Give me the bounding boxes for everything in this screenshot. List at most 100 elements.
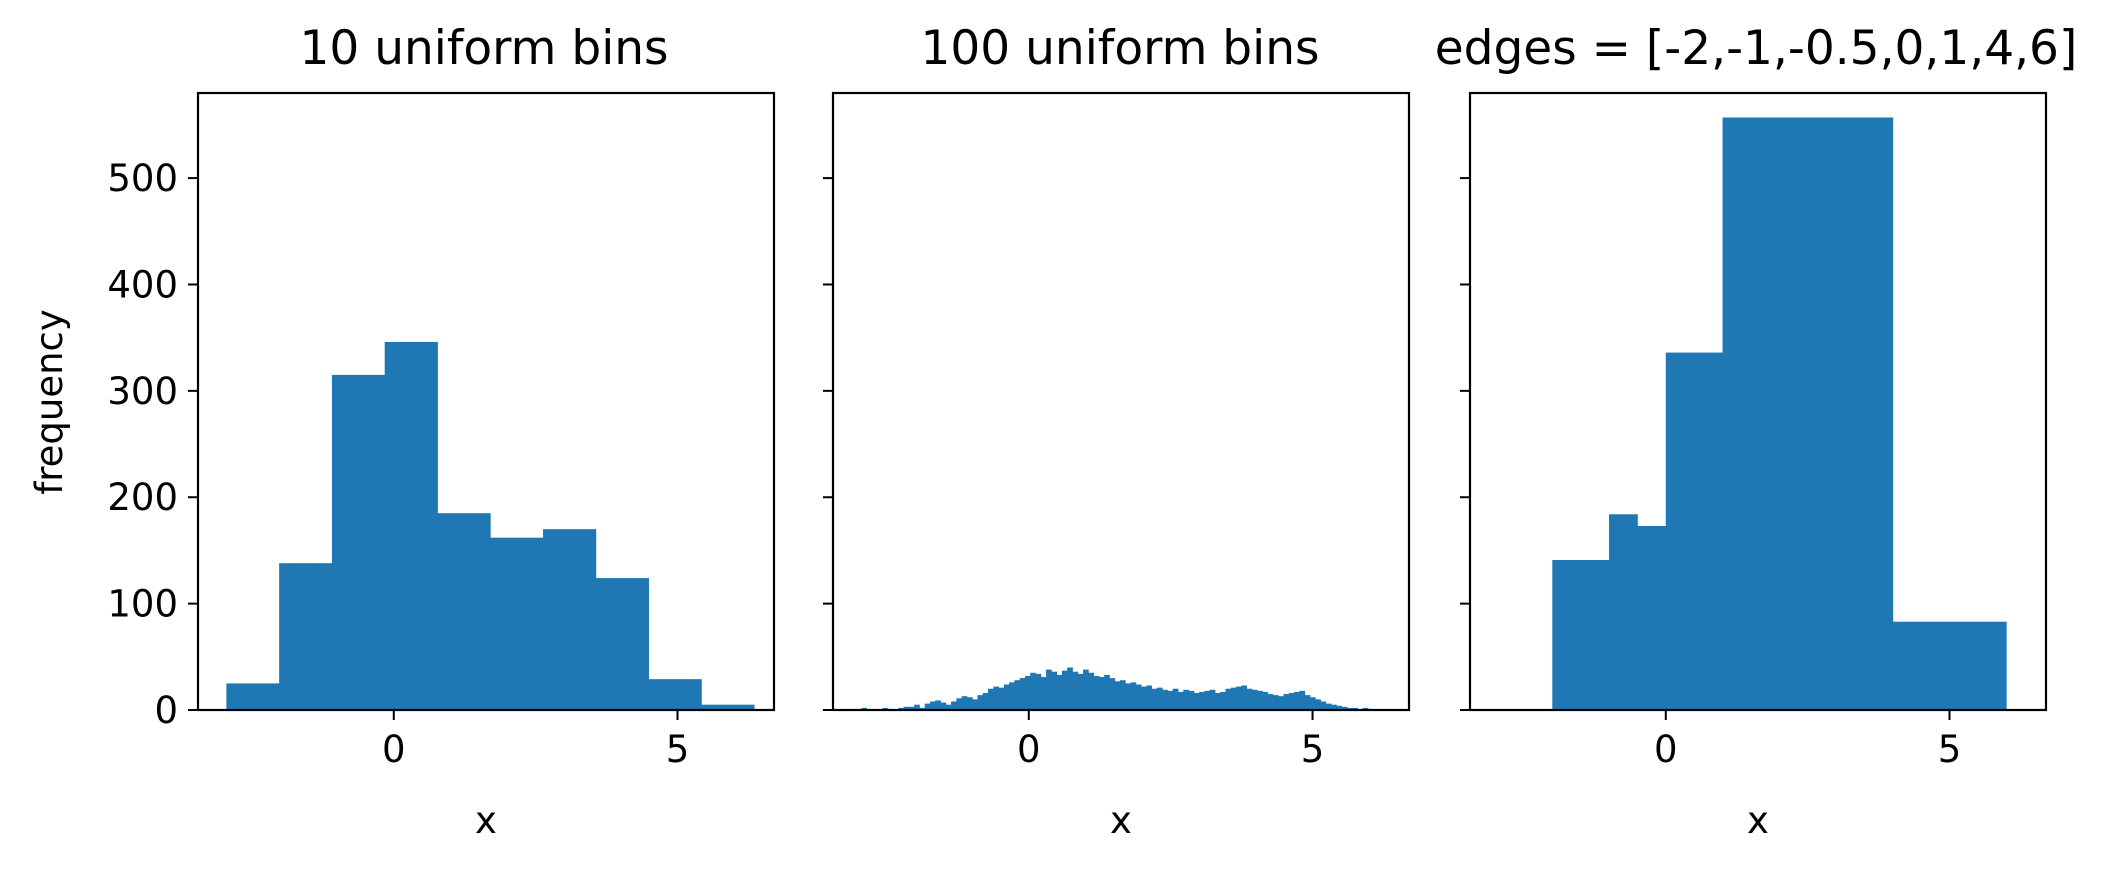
histogram-bar <box>384 341 438 710</box>
histogram-bar <box>1125 683 1131 710</box>
histogram-bar <box>1341 706 1348 710</box>
histogram-bar <box>1019 678 1026 710</box>
histogram-bar <box>1035 673 1042 710</box>
histogram-bar <box>1262 691 1269 710</box>
histogram-bar <box>1151 688 1158 710</box>
histogram-bar <box>1209 689 1216 710</box>
x-tick-label: 0 <box>382 728 406 771</box>
histogram-bar <box>1331 704 1337 710</box>
x-tick-label: 5 <box>1301 728 1325 771</box>
x-axis-label: x <box>1747 799 1769 842</box>
histogram-bar <box>1156 687 1163 710</box>
chart-title: 100 uniform bins <box>921 21 1320 76</box>
y-tick-label: 200 <box>107 476 178 519</box>
panel-custom-edges: edges = [-2,-1,-0.5,0,1,4,6] 0 5 x <box>1435 21 2078 842</box>
histogram-bar <box>1278 696 1284 710</box>
histogram-bar <box>437 513 491 710</box>
chart-title: edges = [-2,-1,-0.5,0,1,4,6] <box>1435 21 2078 76</box>
x-tick-label: 0 <box>1654 728 1678 771</box>
histogram-bar <box>1135 684 1142 710</box>
histogram-bar <box>1141 686 1147 710</box>
histogram-bar <box>1204 690 1211 710</box>
histogram-bar <box>1051 671 1058 710</box>
histogram-bar <box>1188 690 1195 710</box>
histogram-bar <box>1178 691 1184 710</box>
histogram-bar <box>1294 691 1300 710</box>
x-axis-label: x <box>475 799 497 842</box>
histogram-bar <box>595 578 649 710</box>
histogram-bar <box>998 687 1005 710</box>
histogram-bar <box>1552 560 1610 710</box>
histogram-bar <box>1114 681 1121 710</box>
histogram-bar <box>1665 352 1723 710</box>
plot-frame <box>196 91 776 712</box>
y-tick-label: 0 <box>154 689 178 732</box>
histogram-bar <box>1104 674 1110 710</box>
histogram-bar <box>1193 692 1200 710</box>
histogram-bar <box>1119 680 1126 710</box>
histogram-bar <box>1077 673 1084 710</box>
histogram-bar <box>490 537 544 710</box>
plot-frame <box>1468 91 2048 712</box>
histogram-bar <box>1072 671 1079 710</box>
histogram-bar <box>903 706 910 710</box>
histogram-bar <box>1009 682 1015 710</box>
histogram-bar <box>945 704 952 710</box>
y-axis-ticks <box>1460 177 1470 711</box>
histogram-bar <box>1056 674 1063 710</box>
histogram-bar <box>1225 688 1232 710</box>
histogram-bar <box>929 701 936 710</box>
histogram-bar <box>966 697 973 710</box>
histogram-bar <box>988 688 994 710</box>
histogram-bar <box>1236 686 1242 710</box>
histogram-bar <box>1336 705 1343 710</box>
histogram-bar <box>1273 695 1279 710</box>
histogram-bar <box>972 699 978 710</box>
histogram-bar <box>1283 694 1290 710</box>
histogram-bar <box>908 706 915 710</box>
histogram-bar <box>1220 691 1226 710</box>
y-tick-label: 100 <box>107 583 178 626</box>
x-axis-label: x <box>1110 799 1132 842</box>
histogram-bar <box>1040 677 1047 710</box>
histogram-bar <box>956 698 963 710</box>
y-axis-ticks <box>823 177 833 711</box>
histogram-bar <box>924 703 931 710</box>
bar-group <box>1552 117 2007 711</box>
x-tick-label: 5 <box>1938 728 1962 771</box>
histogram-bar <box>961 696 968 710</box>
histogram-bar <box>279 563 333 710</box>
y-axis-ticks: 0 100 200 300 400 500 <box>107 157 198 732</box>
plot-frame <box>831 91 1411 712</box>
histogram-bar <box>1315 699 1321 710</box>
histogram-bar <box>1183 689 1189 710</box>
histogram-bar <box>1199 691 1205 710</box>
histogram-bar <box>993 686 999 710</box>
histogram-bar <box>1722 117 1894 711</box>
histogram-bar <box>1046 669 1052 710</box>
histogram-bar <box>543 529 597 710</box>
histogram-bar <box>1067 667 1073 710</box>
histogram-bar <box>1230 687 1237 710</box>
histogram-bar <box>701 704 755 710</box>
histogram-bar <box>1246 688 1253 710</box>
histogram-bar <box>914 704 920 710</box>
histogram-bar <box>648 679 702 710</box>
histogram-bar <box>1061 670 1068 710</box>
histogram-bar <box>951 701 957 710</box>
histogram-bar <box>1167 690 1174 710</box>
histogram-bar <box>1251 689 1258 710</box>
histogram-bar <box>331 374 386 710</box>
histogram-bar <box>982 692 989 710</box>
y-tick-label: 400 <box>107 263 178 306</box>
histogram-bar <box>1257 690 1263 710</box>
histogram-bar <box>226 683 280 710</box>
histogram-bar <box>1130 682 1137 710</box>
histogram-bar <box>1083 669 1089 710</box>
histogram-bar <box>935 700 941 710</box>
